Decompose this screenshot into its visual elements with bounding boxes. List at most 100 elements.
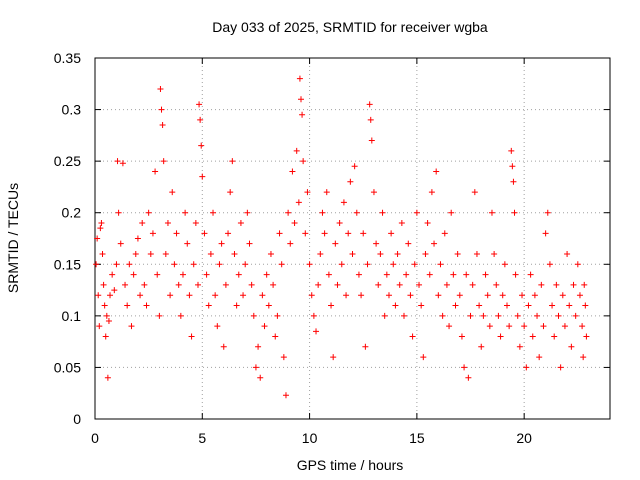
data-point: [345, 230, 352, 237]
data-point: [332, 240, 339, 247]
data-point: [407, 292, 414, 299]
data-point: [572, 312, 579, 319]
data-point: [456, 292, 463, 299]
y-tick-label: 0.2: [62, 205, 82, 221]
data-point: [289, 168, 296, 175]
data-point: [274, 312, 281, 319]
data-point: [362, 343, 369, 350]
x-axis-label: GPS time / hours: [297, 457, 404, 473]
data-point: [220, 343, 227, 350]
data-point: [130, 271, 137, 278]
data-point: [149, 230, 156, 237]
data-point: [476, 302, 483, 309]
data-point: [542, 230, 549, 237]
data-point: [225, 230, 232, 237]
data-point: [152, 168, 159, 175]
data-point: [422, 250, 429, 257]
data-point: [478, 343, 485, 350]
data-point: [413, 209, 420, 216]
data-point: [512, 271, 519, 278]
data-point: [334, 281, 341, 288]
data-point: [162, 250, 169, 257]
data-point: [583, 333, 590, 340]
data-point: [285, 209, 292, 216]
data-point: [353, 209, 360, 216]
data-point: [431, 240, 438, 247]
data-point: [559, 292, 566, 299]
data-point: [188, 333, 195, 340]
data-point: [461, 364, 468, 371]
data-point: [580, 354, 587, 361]
data-point: [514, 312, 521, 319]
data-point: [304, 189, 311, 196]
data-point: [114, 158, 121, 165]
data-point: [287, 240, 294, 247]
data-point: [229, 158, 236, 165]
data-point: [529, 333, 536, 340]
chart-title: Day 033 of 2025, SRMTID for receiver wgb…: [212, 19, 488, 35]
data-point: [102, 333, 109, 340]
data-point: [336, 220, 343, 227]
data-point: [458, 333, 465, 340]
data-points: [93, 75, 590, 399]
data-point: [298, 96, 304, 103]
data-point: [385, 292, 392, 299]
data-point: [122, 281, 129, 288]
data-point: [381, 312, 388, 319]
data-point: [409, 333, 416, 340]
data-point: [576, 292, 583, 299]
data-point: [368, 137, 375, 144]
data-point: [564, 250, 571, 257]
data-point: [509, 163, 516, 170]
data-point: [177, 312, 184, 319]
data-point: [355, 271, 362, 278]
data-point: [418, 302, 425, 309]
data-point: [270, 281, 277, 288]
data-point: [104, 374, 111, 381]
data-point: [379, 209, 386, 216]
x-tick-label: 10: [302, 430, 318, 446]
data-point: [145, 209, 152, 216]
data-point: [158, 106, 165, 113]
data-point: [450, 271, 457, 278]
data-point: [482, 271, 489, 278]
data-point: [160, 158, 167, 165]
data-point: [192, 220, 199, 227]
data-point: [126, 261, 133, 268]
data-point: [308, 292, 315, 299]
data-point: [147, 250, 154, 257]
data-point: [296, 75, 303, 82]
data-point: [375, 281, 382, 288]
y-axis-label: SRMTID / TECUs: [5, 183, 21, 293]
data-point: [527, 271, 534, 278]
data-point: [207, 250, 214, 257]
data-point: [579, 323, 586, 330]
data-point: [132, 250, 139, 257]
data-point: [538, 281, 545, 288]
data-point: [212, 292, 219, 299]
data-point: [370, 189, 377, 196]
data-point: [101, 302, 108, 309]
data-point: [197, 116, 204, 123]
data-point: [302, 230, 309, 237]
data-point: [111, 287, 118, 294]
data-point: [508, 147, 515, 154]
data-point: [581, 281, 588, 288]
data-point: [100, 281, 107, 288]
data-point: [96, 323, 103, 330]
data-point: [448, 209, 455, 216]
data-point: [495, 312, 502, 319]
data-point: [358, 292, 365, 299]
data-point: [398, 220, 405, 227]
data-point: [343, 292, 350, 299]
data-point: [377, 250, 384, 257]
data-point: [143, 302, 150, 309]
data-point: [216, 261, 223, 268]
data-point: [171, 261, 178, 268]
data-point: [94, 235, 101, 242]
data-point: [107, 292, 114, 299]
data-point: [439, 312, 446, 319]
data-point: [242, 261, 249, 268]
data-point: [392, 302, 399, 309]
